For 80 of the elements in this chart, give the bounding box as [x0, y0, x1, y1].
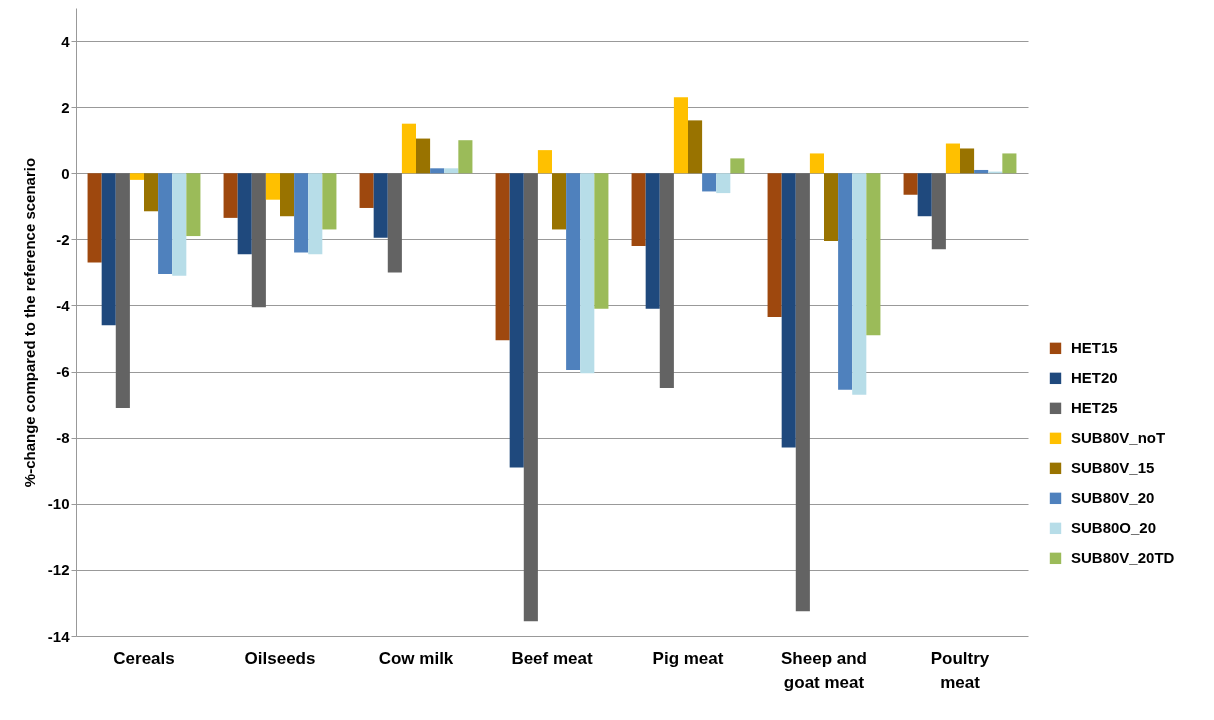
bar	[659, 173, 674, 389]
x-tick-label: Oilseeds	[244, 648, 316, 668]
bar	[523, 173, 538, 622]
bar	[387, 173, 402, 273]
bar	[509, 173, 524, 468]
bar	[1002, 153, 1017, 174]
bar	[129, 173, 144, 180]
y-axis-title: %-change compared to the reference scenario	[20, 157, 38, 488]
bar	[824, 173, 839, 242]
bar	[537, 150, 552, 174]
bar	[931, 173, 946, 250]
bar	[359, 173, 374, 208]
bar	[795, 173, 810, 612]
x-tick-label: Pig meat	[652, 648, 724, 668]
bar	[730, 158, 745, 174]
x-tick-label: Beef meat	[511, 648, 593, 668]
legend-label: SUB80V_20TD	[1071, 549, 1175, 567]
legend-label: SUB80V_20	[1071, 489, 1155, 507]
bar	[495, 173, 510, 341]
y-tick-label: 2	[61, 98, 70, 116]
legend-label: HET20	[1071, 369, 1118, 387]
x-tick-label: Cow milk	[378, 648, 454, 668]
bar	[716, 173, 731, 194]
bar	[645, 173, 660, 309]
y-tick-label: -4	[56, 296, 71, 314]
bar	[458, 140, 473, 174]
bar	[566, 173, 581, 370]
bar	[444, 168, 459, 174]
bar	[401, 123, 416, 174]
bar	[688, 120, 703, 174]
bar	[809, 153, 824, 174]
bar	[945, 143, 960, 174]
bar	[251, 173, 266, 308]
bar	[373, 173, 388, 238]
bar	[852, 173, 867, 395]
bar	[280, 173, 295, 217]
bar	[172, 173, 187, 276]
y-tick-label: -12	[47, 561, 70, 579]
bar	[960, 148, 975, 174]
bar	[87, 173, 102, 263]
bar	[144, 173, 159, 212]
bar	[308, 173, 323, 255]
bar	[322, 173, 337, 230]
bar	[223, 173, 238, 218]
bar	[101, 173, 116, 326]
y-tick-label: -6	[56, 363, 70, 381]
legend-label: SUB80V_15	[1071, 459, 1155, 477]
bar	[631, 173, 646, 246]
y-tick-label: -2	[56, 230, 70, 248]
bar	[186, 173, 201, 237]
bar	[552, 173, 567, 230]
bar	[781, 173, 796, 448]
bar	[416, 138, 431, 174]
bar	[265, 173, 280, 200]
x-tick-label: Cereals	[113, 648, 175, 668]
legend-label: HET15	[1071, 339, 1118, 357]
y-tick-label: -14	[47, 627, 71, 645]
y-tick-label: -8	[56, 429, 70, 447]
bar	[430, 168, 445, 174]
bar	[917, 173, 932, 217]
bar	[866, 173, 881, 336]
bar	[903, 173, 918, 195]
x-tick-label: Sheep and goat meat	[781, 648, 867, 692]
bar	[294, 173, 309, 253]
bar	[158, 173, 173, 275]
legend-label: HET25	[1071, 399, 1118, 417]
bar	[594, 173, 609, 309]
y-tick-label: 4	[61, 32, 71, 50]
legend-label: SUB80O_20	[1071, 519, 1157, 537]
bar	[580, 173, 595, 374]
y-tick-label: 0	[61, 164, 70, 182]
bar	[115, 173, 130, 408]
x-tick-label: Poultry meat	[930, 648, 990, 692]
bar	[767, 173, 782, 318]
y-tick-label: -10	[47, 495, 70, 513]
bar	[673, 97, 688, 174]
bar	[838, 173, 853, 390]
legend-label: SUB80V_noT	[1071, 429, 1166, 447]
bar	[702, 173, 717, 192]
bar	[237, 173, 252, 255]
